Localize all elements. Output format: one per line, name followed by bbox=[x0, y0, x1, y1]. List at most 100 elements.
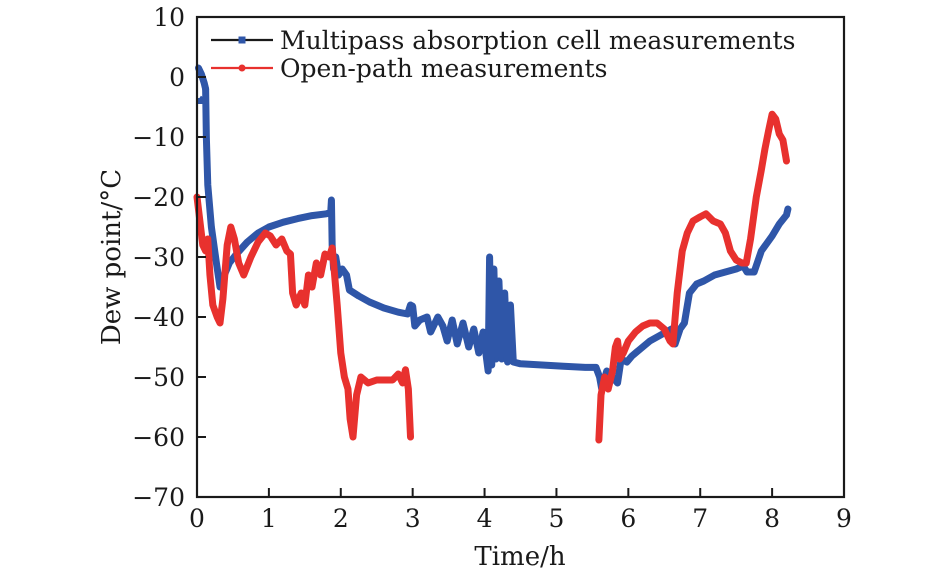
data-point bbox=[455, 342, 460, 346]
data-point bbox=[202, 81, 207, 85]
data-point bbox=[583, 365, 588, 370]
data-point bbox=[612, 344, 618, 350]
data-point bbox=[494, 357, 499, 361]
data-point bbox=[604, 369, 609, 373]
data-point bbox=[687, 291, 692, 295]
data-point bbox=[199, 72, 204, 76]
data-point bbox=[313, 260, 319, 266]
data-point bbox=[220, 296, 226, 302]
tick-label-layer: 0 1 2 3 4 5 6 7 8 9 10 0 −10 −20 −30 −40 −50 −60 −70 bbox=[132, 3, 852, 533]
data-point bbox=[228, 224, 234, 230]
data-point bbox=[203, 248, 209, 254]
data-point bbox=[770, 234, 775, 238]
data-point bbox=[340, 267, 345, 271]
data-point bbox=[748, 236, 754, 242]
series-line bbox=[202, 85, 792, 393]
data-point bbox=[610, 368, 616, 374]
data-point bbox=[679, 248, 685, 254]
data-point bbox=[412, 324, 417, 328]
y-tick-label: −10 bbox=[132, 123, 185, 152]
data-point bbox=[196, 66, 201, 70]
data-point bbox=[309, 284, 315, 290]
data-point bbox=[769, 111, 775, 117]
data-point bbox=[209, 225, 214, 229]
data-point bbox=[405, 386, 411, 392]
data-point bbox=[624, 360, 629, 364]
data-point bbox=[739, 260, 745, 266]
data-point bbox=[617, 356, 623, 362]
data-point bbox=[281, 220, 286, 225]
data-point bbox=[218, 285, 223, 289]
data-point bbox=[402, 367, 408, 373]
data-point bbox=[734, 267, 739, 271]
data-point bbox=[701, 279, 706, 283]
series-line bbox=[193, 193, 415, 441]
data-point bbox=[344, 273, 349, 277]
data-point bbox=[481, 330, 486, 334]
data-point bbox=[602, 374, 608, 380]
data-point bbox=[284, 248, 290, 254]
data-point bbox=[273, 242, 279, 248]
data-point bbox=[615, 381, 620, 385]
series-line bbox=[595, 110, 790, 444]
x-tick-label: 0 bbox=[189, 504, 205, 533]
y-tick-label: −30 bbox=[132, 243, 185, 272]
data-point bbox=[381, 306, 386, 310]
data-point bbox=[262, 230, 268, 236]
data-point bbox=[508, 303, 513, 307]
data-point bbox=[358, 374, 364, 380]
data-point bbox=[561, 364, 566, 369]
data-point bbox=[334, 302, 340, 308]
data-point bbox=[784, 213, 789, 217]
data-point bbox=[231, 236, 237, 242]
data-point bbox=[417, 318, 422, 322]
data-point bbox=[487, 255, 492, 259]
y-tick-label: −50 bbox=[132, 363, 185, 392]
data-point bbox=[694, 282, 699, 286]
data-point bbox=[684, 230, 690, 236]
data-point bbox=[410, 304, 415, 309]
data-point bbox=[279, 236, 285, 242]
data-point bbox=[486, 369, 491, 373]
data-point bbox=[499, 357, 504, 361]
data-point bbox=[658, 333, 663, 337]
data-point bbox=[329, 198, 334, 202]
x-tick-label: 8 bbox=[764, 504, 780, 533]
data-point bbox=[633, 329, 639, 335]
data-point bbox=[647, 339, 652, 343]
data-point bbox=[310, 213, 315, 218]
data-point bbox=[496, 279, 501, 283]
data-point bbox=[593, 365, 598, 370]
y-tick-label: −60 bbox=[132, 423, 185, 452]
data-point bbox=[466, 345, 471, 349]
data-point bbox=[374, 377, 380, 383]
data-point bbox=[408, 434, 414, 440]
data-point bbox=[205, 183, 210, 187]
data-point bbox=[350, 434, 356, 440]
data-point bbox=[712, 273, 717, 277]
data-point bbox=[489, 363, 494, 367]
legend-label-multipass: Multipass absorption cell measurements bbox=[280, 26, 795, 55]
data-point bbox=[382, 377, 388, 383]
data-point bbox=[198, 224, 204, 230]
data-point bbox=[620, 350, 626, 356]
legend: Multipass absorption cell measurements O… bbox=[211, 26, 795, 83]
legend-marker-circle bbox=[238, 64, 246, 72]
data-point bbox=[785, 207, 790, 211]
data-point bbox=[428, 330, 433, 334]
data-point bbox=[305, 272, 311, 278]
x-tick-label: 2 bbox=[333, 504, 349, 533]
data-point bbox=[245, 240, 250, 244]
data-point bbox=[723, 270, 728, 274]
data-point bbox=[540, 363, 545, 367]
x-tick-label: 1 bbox=[261, 504, 277, 533]
data-point bbox=[450, 318, 455, 322]
data-point bbox=[597, 375, 602, 379]
data-point bbox=[336, 273, 341, 277]
data-point bbox=[640, 323, 646, 329]
data-point bbox=[326, 254, 332, 260]
data-point bbox=[637, 348, 642, 352]
legend-item-open-path: Open-path measurements bbox=[211, 54, 607, 83]
data-point bbox=[408, 303, 413, 307]
series-open-path bbox=[193, 110, 790, 444]
